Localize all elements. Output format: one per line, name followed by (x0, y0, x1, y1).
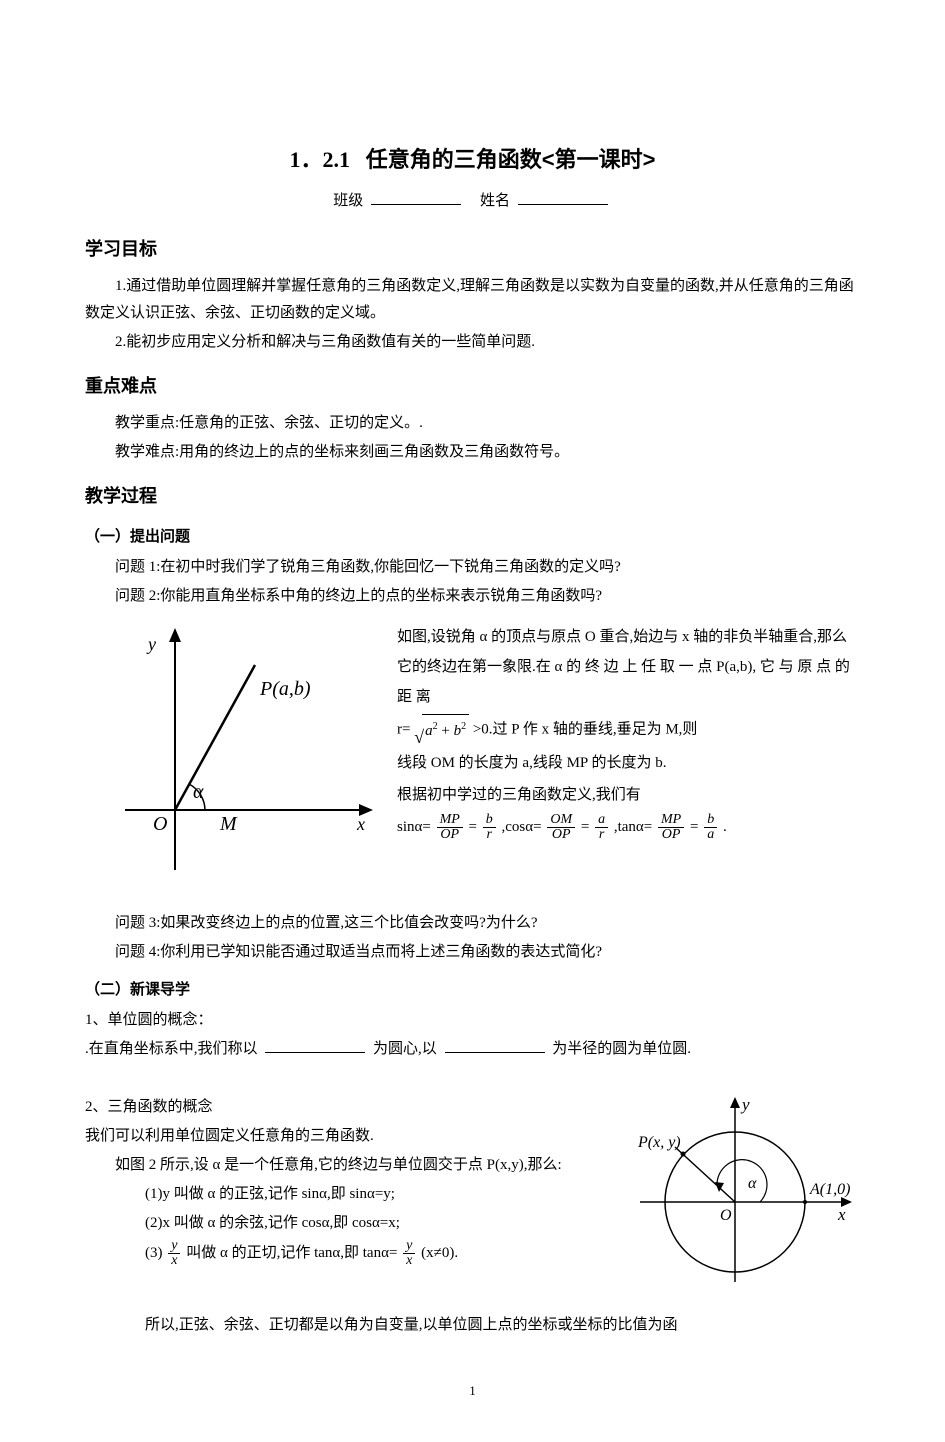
part2-heading: （二）新课导学 (85, 976, 860, 1003)
figure-1-description: 如图,设锐角 α 的顶点与原点 O 重合,始边与 x 轴的非负半轴重合,那么它的… (397, 620, 860, 844)
question-1: 问题 1:在初中时我们学了锐角三角函数,你能回忆一下锐角三角函数的定义吗? (115, 554, 860, 581)
svg-text:O: O (720, 1207, 732, 1224)
title-number: 1．2.1 (290, 147, 351, 172)
fig1-line3: 线段 OM 的长度为 a,线段 MP 的长度为 b. (397, 748, 860, 778)
section-diff-heading: 重点难点 (85, 370, 860, 402)
frac-mp-op-2: MPOP (658, 813, 684, 842)
uc-a: .在直角坐标系中,我们称以 (85, 1041, 258, 1057)
subtitle-row: 班级 姓名 (85, 188, 860, 215)
goal-2: 2.能初步应用定义分析和解决与三角函数值有关的一些简单问题. (85, 329, 860, 356)
fig1-O-label: O (153, 813, 167, 835)
frac-mp-op: MPOP (437, 813, 463, 842)
tan-label: ,tanα= (614, 819, 652, 835)
svg-text:α: α (748, 1175, 757, 1192)
question-2: 问题 2:你能用直角坐标系中角的终边上的点的坐标来表示锐角三角函数吗? (115, 583, 860, 610)
figure-1: y x O M P(a,b) α (85, 620, 385, 900)
fig1-alpha-label: α (193, 781, 204, 803)
frac-b-r: br (483, 813, 496, 842)
uc-c: 为半径的圆为单位圆. (552, 1041, 691, 1057)
diff-1: 教学重点:任意角的正弦、余弦、正切的定义。. (85, 410, 860, 437)
part1-heading: （一）提出问题 (85, 523, 860, 550)
doc-title: 1．2.1 任意角的三角函数<第一课时> (85, 140, 860, 180)
def3-a: (3) (145, 1245, 163, 1261)
uc-b: 为圆心,以 (373, 1041, 437, 1057)
diff-2: 教学难点:用角的终边上的点的坐标来刻画三角函数及三角函数符号。 (85, 439, 860, 466)
fig1-r-eq: r= (397, 721, 410, 737)
question-3: 问题 3:如果改变终边上的点的位置,这三个比值会改变吗?为什么? (115, 910, 860, 937)
eq-end: . (723, 819, 727, 835)
svg-text:x: x (837, 1205, 846, 1224)
sqrt-expression: √ a2 + b2 (414, 714, 469, 746)
class-label: 班级 (333, 193, 363, 209)
figure-2: y x O P(x, y) A(1,0) α (620, 1092, 860, 1302)
blank-radius[interactable] (445, 1038, 545, 1053)
problem-block-1: 问题 1:在初中时我们学了锐角三角函数,你能回忆一下锐角三角函数的定义吗? 问题… (115, 554, 860, 610)
svg-text:P(x, y): P(x, y) (637, 1134, 681, 1151)
fig1-x-label: x (356, 814, 365, 834)
fig1-line4: 根据初中学过的三角函数定义,我们有 (397, 780, 860, 810)
problem-block-2: 问题 3:如果改变终边上的点的位置,这三个比值会改变吗?为什么? 问题 4:你利… (115, 910, 860, 966)
svg-text:y: y (740, 1095, 750, 1114)
frac-y-x-2: yx (403, 1239, 415, 1268)
frac-a-r: ar (595, 813, 608, 842)
fig1-y-label: y (146, 634, 156, 654)
page-number: 1 (85, 1379, 860, 1402)
unit-circle-def: .在直角坐标系中,我们称以 为圆心,以 为半径的圆为单位圆. (85, 1036, 860, 1063)
name-label: 姓名 (480, 193, 510, 209)
figure-1-block: y x O M P(a,b) α 如图,设锐角 α 的顶点与原点 O 重合,始边… (85, 620, 860, 900)
svg-text:A(1,0): A(1,0) (809, 1181, 850, 1198)
fig1-line5: sinα= MPOP = br ,cosα= OMOP = ar ,tanα= … (397, 812, 860, 842)
fig1-M-label: M (219, 813, 238, 835)
conclusion: 所以,正弦、余弦、正切都是以角为自变量,以单位圆上点的坐标或坐标的比值为函 (115, 1312, 860, 1339)
def3-b: 叫做 α 的正切,记作 tanα,即 tanα= (186, 1245, 397, 1261)
fig1-line2b: >0.过 P 作 x 轴的垂线,垂足为 M,则 (473, 721, 698, 737)
unit-circle-heading: 1、单位圆的概念： (85, 1007, 860, 1034)
fig1-line1: 如图,设锐角 α 的顶点与原点 O 重合,始边与 x 轴的非负半轴重合,那么它的… (397, 622, 860, 712)
frac-b-a: ba (704, 813, 717, 842)
frac-om-op: OMOP (547, 813, 575, 842)
title-main: 任意角的三角函数<第一课时> (366, 147, 656, 172)
sin-label: sinα= (397, 819, 431, 835)
fig1-P-label: P(a,b) (259, 678, 311, 700)
name-blank[interactable] (518, 190, 608, 205)
cos-label: ,cosα= (502, 819, 542, 835)
def3-c: (x≠0). (421, 1245, 458, 1261)
section-proc-heading: 教学过程 (85, 480, 860, 512)
class-blank[interactable] (371, 190, 461, 205)
blank-center[interactable] (265, 1038, 365, 1053)
section-goal-heading: 学习目标 (85, 233, 860, 265)
frac-y-x: yx (168, 1239, 180, 1268)
question-4: 问题 4:你利用已学知识能否通过取适当点而将上述三角函数的表达式简化? (115, 939, 860, 966)
goal-1: 1.通过借助单位圆理解并掌握任意角的三角函数定义,理解三角函数是以实数为自变量的… (85, 273, 860, 327)
fig1-line2: r= √ a2 + b2 >0.过 P 作 x 轴的垂线,垂足为 M,则 (397, 714, 860, 746)
